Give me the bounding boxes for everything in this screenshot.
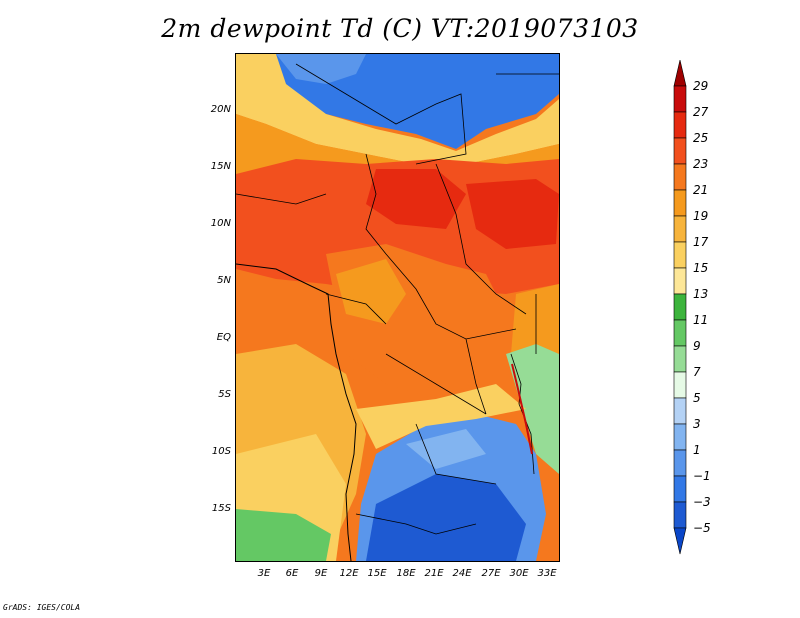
colorbar-swatch bbox=[673, 397, 687, 425]
south-congo-transition bbox=[356, 384, 526, 449]
colorbar-swatch bbox=[673, 319, 687, 347]
central-humid-core bbox=[366, 169, 466, 229]
colorbar bbox=[673, 60, 687, 555]
colorbar-swatch bbox=[673, 189, 687, 217]
west-african-coastline bbox=[236, 263, 357, 561]
colorbar-label: 13 bbox=[693, 287, 709, 301]
sahel-transition-band bbox=[236, 54, 559, 164]
lon-label: 9E bbox=[314, 568, 328, 579]
colorbar-swatch bbox=[673, 371, 687, 399]
lon-label: 30E bbox=[509, 568, 529, 579]
lat-label: 15S bbox=[211, 503, 231, 514]
grads-credit: GrADS: IGES/COLA bbox=[3, 603, 81, 612]
colorbar-top-arrow bbox=[673, 60, 687, 87]
colorbar-swatch bbox=[673, 215, 687, 243]
rift-valley-highlight bbox=[511, 363, 533, 455]
colorbar-label: 7 bbox=[693, 365, 701, 379]
colorbar-label: 21 bbox=[693, 183, 709, 197]
sahel-orange-band bbox=[236, 114, 559, 174]
colorbar-label: 17 bbox=[693, 235, 709, 249]
southern-africa-dark-dry bbox=[366, 474, 526, 561]
colorbar-label: 19 bbox=[693, 209, 709, 223]
colorbar-swatch bbox=[673, 85, 687, 113]
colorbar-label: 5 bbox=[693, 391, 701, 405]
dewpoint-map bbox=[235, 53, 560, 562]
lon-label: 27E bbox=[481, 568, 501, 579]
lon-label: 6E bbox=[285, 568, 299, 579]
colorbar-label: 27 bbox=[693, 105, 709, 119]
colorbar-label: 1 bbox=[693, 443, 701, 457]
lat-label: 5S bbox=[218, 389, 231, 400]
colorbar-label: 15 bbox=[693, 261, 709, 275]
lon-label: 12E bbox=[339, 568, 359, 579]
lake-tanganyika-outline bbox=[510, 353, 535, 475]
colorbar-label: 3 bbox=[693, 417, 701, 431]
lon-label: 3E bbox=[257, 568, 271, 579]
colorbar-swatch bbox=[673, 293, 687, 321]
colorbar-label: 29 bbox=[693, 79, 709, 93]
lat-label: 5N bbox=[217, 275, 231, 286]
colorbar-swatch bbox=[673, 163, 687, 191]
colorbar-swatch bbox=[673, 475, 687, 503]
lon-label: 33E bbox=[537, 568, 557, 579]
atlantic-green-streaks bbox=[236, 509, 331, 561]
lon-label: 15E bbox=[367, 568, 387, 579]
lat-label: EQ bbox=[216, 332, 231, 343]
colorbar-label: −1 bbox=[693, 469, 711, 483]
colorbar-label: −3 bbox=[693, 495, 711, 509]
southern-africa-pale-dry bbox=[406, 429, 486, 469]
colorbar-swatch bbox=[673, 111, 687, 139]
colorbar-swatch bbox=[673, 501, 687, 529]
cameroon-gabon-highlands bbox=[336, 259, 406, 324]
colorbar-swatch bbox=[673, 241, 687, 269]
lon-label: 18E bbox=[396, 568, 416, 579]
colorbar-swatch bbox=[673, 137, 687, 165]
sahara-mid-region bbox=[276, 54, 366, 84]
colorbar-label: 11 bbox=[693, 313, 709, 327]
colorbar-swatch bbox=[673, 423, 687, 451]
sahara-dry-region bbox=[276, 54, 559, 149]
country-borders bbox=[236, 63, 559, 535]
lon-label: 24E bbox=[452, 568, 472, 579]
colorbar-label: 23 bbox=[693, 157, 709, 171]
colorbar-swatch bbox=[673, 267, 687, 295]
lake-region-green bbox=[506, 344, 559, 474]
lat-label: 10S bbox=[211, 446, 231, 457]
colorbar-bottom-arrow bbox=[673, 527, 687, 555]
lat-label: 15N bbox=[210, 161, 231, 172]
colorbar-swatch bbox=[673, 345, 687, 373]
lat-label: 10N bbox=[210, 218, 231, 229]
colorbar-label: 25 bbox=[693, 131, 709, 145]
lon-label: 21E bbox=[424, 568, 444, 579]
chart-title: 2m dewpoint Td (C) VT:2019073103 bbox=[161, 14, 639, 43]
eastern-humid-core bbox=[466, 179, 559, 249]
colorbar-label: −5 bbox=[693, 521, 711, 535]
colorbar-swatch bbox=[673, 449, 687, 477]
lat-label: 20N bbox=[210, 104, 231, 115]
colorbar-label: 9 bbox=[693, 339, 701, 353]
